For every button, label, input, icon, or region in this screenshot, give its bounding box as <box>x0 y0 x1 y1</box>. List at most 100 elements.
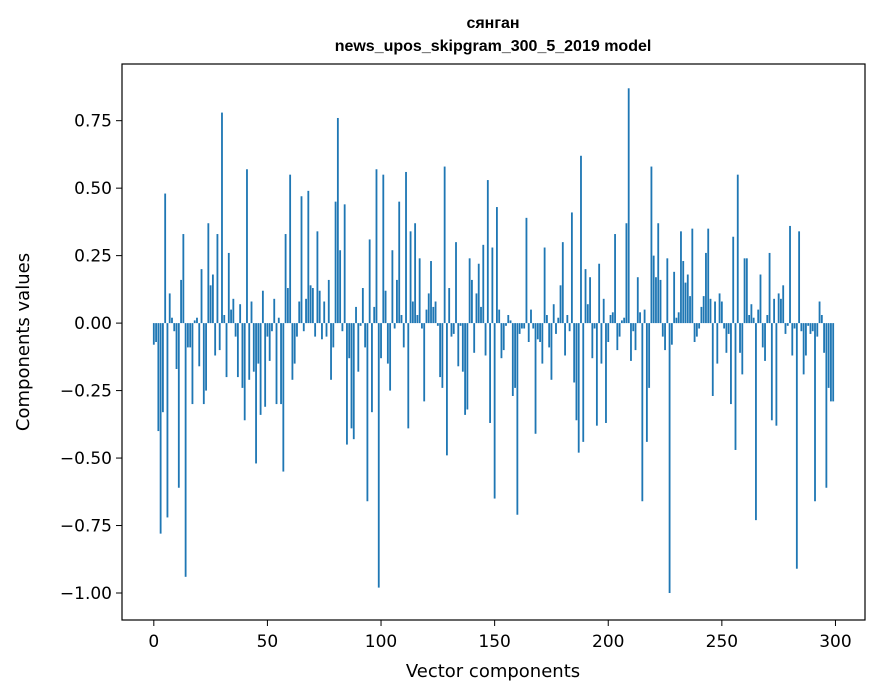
bar-165 <box>527 323 530 342</box>
bar-129 <box>446 323 448 456</box>
bar-156 <box>507 315 510 324</box>
x-tick-label: 300 <box>819 632 851 652</box>
bar-244 <box>707 228 710 324</box>
bar-1 <box>155 323 157 342</box>
bar-16 <box>189 323 192 348</box>
bar-56 <box>280 323 282 405</box>
bar-162 <box>520 323 523 329</box>
bar-3 <box>159 323 162 534</box>
bar-190 <box>584 269 587 324</box>
bar-6 <box>166 323 169 518</box>
bar-67 <box>305 298 307 324</box>
bar-38 <box>239 304 242 324</box>
bar-275 <box>777 293 780 324</box>
bar-59 <box>286 288 289 324</box>
bar-55 <box>277 317 280 324</box>
bar-33 <box>227 252 230 324</box>
bar-231 <box>677 312 680 324</box>
bar-207 <box>623 317 626 324</box>
bar-116 <box>416 315 419 324</box>
bar-2 <box>157 323 160 432</box>
bar-252 <box>725 323 728 353</box>
bar-185 <box>573 323 576 383</box>
bar-65 <box>300 196 303 324</box>
bar-187 <box>577 323 580 453</box>
bar-34 <box>230 309 232 324</box>
bar-191 <box>586 304 589 324</box>
bar-157 <box>509 320 512 324</box>
bar-84 <box>343 204 346 324</box>
bar-273 <box>773 298 776 324</box>
bar-136 <box>461 323 464 372</box>
bar-186 <box>575 323 578 421</box>
bar-286 <box>802 323 805 375</box>
bar-229 <box>673 271 676 324</box>
y-tick-label: 0.25 <box>74 247 112 267</box>
bar-257 <box>736 174 739 324</box>
bar-72 <box>316 231 319 324</box>
bar-87 <box>350 323 353 429</box>
bar-294 <box>820 315 823 324</box>
bar-288 <box>807 323 810 326</box>
x-tick-label: 50 <box>257 632 279 652</box>
y-tick-label: 0.75 <box>74 112 112 132</box>
bar-94 <box>366 323 369 502</box>
bar-109 <box>400 315 403 324</box>
bar-123 <box>432 306 435 324</box>
bar-48 <box>261 290 264 324</box>
bar-22 <box>202 323 205 405</box>
bar-153 <box>500 323 503 359</box>
bar-271 <box>768 252 771 324</box>
bar-15 <box>186 323 189 348</box>
bar-63 <box>296 323 298 337</box>
bar-26 <box>211 274 214 324</box>
bar-77 <box>327 279 330 324</box>
bar-249 <box>718 293 721 324</box>
y-tick-label: 0.50 <box>74 179 112 199</box>
bar-282 <box>793 323 796 329</box>
x-tick-label: 250 <box>706 632 738 652</box>
bar-280 <box>789 225 791 324</box>
bar-40 <box>243 323 246 421</box>
bar-37 <box>236 323 239 378</box>
bar-172 <box>543 247 546 324</box>
bar-0 <box>152 323 155 345</box>
bar-179 <box>559 285 562 324</box>
bar-197 <box>600 323 603 364</box>
bar-53 <box>273 298 276 324</box>
bar-9 <box>173 323 176 332</box>
bar-239 <box>695 323 698 337</box>
bar-39 <box>241 323 244 388</box>
bar-21 <box>200 269 203 324</box>
bar-115 <box>414 223 417 324</box>
bar-292 <box>816 323 819 337</box>
bar-250 <box>720 301 723 324</box>
bar-155 <box>505 323 507 326</box>
bar-147 <box>486 180 489 324</box>
bar-146 <box>484 323 487 356</box>
bar-291 <box>814 323 816 502</box>
bar-274 <box>775 323 778 426</box>
bar-96 <box>371 323 373 413</box>
bar-230 <box>675 317 678 324</box>
bar-169 <box>536 323 539 340</box>
bar-285 <box>800 323 803 332</box>
bar-137 <box>464 323 467 415</box>
bar-205 <box>618 323 621 337</box>
x-tick-label: 100 <box>365 632 397 652</box>
bar-269 <box>764 323 766 361</box>
bar-70 <box>311 288 314 324</box>
bar-89 <box>355 306 357 324</box>
bar-60 <box>289 174 292 324</box>
bar-69 <box>309 285 312 324</box>
bar-217 <box>645 323 648 442</box>
bar-149 <box>491 247 494 324</box>
bar-108 <box>398 201 401 324</box>
bar-243 <box>705 252 707 324</box>
bar-228 <box>670 323 673 345</box>
bar-126 <box>439 323 442 378</box>
bar-260 <box>743 258 746 324</box>
bar-201 <box>609 315 612 324</box>
bar-281 <box>791 323 794 356</box>
